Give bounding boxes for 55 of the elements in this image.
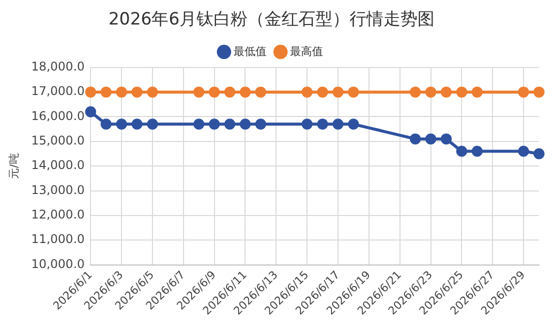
point xyxy=(534,148,544,160)
y-tick-label: 17,000.0 xyxy=(31,84,85,98)
point xyxy=(193,86,204,98)
point xyxy=(348,118,359,130)
point xyxy=(425,86,436,98)
point xyxy=(456,146,468,157)
point xyxy=(317,118,328,130)
point xyxy=(472,146,483,157)
point xyxy=(208,118,220,130)
point xyxy=(332,118,344,130)
chart-title: 2026年6月钛白粉（金红石型）行情走势图 xyxy=(108,10,435,30)
point xyxy=(116,118,128,130)
point xyxy=(132,86,143,98)
point xyxy=(193,118,204,130)
point xyxy=(348,86,359,98)
point xyxy=(85,106,96,118)
point xyxy=(224,118,236,130)
point xyxy=(240,118,251,130)
point xyxy=(302,118,313,130)
point xyxy=(100,118,112,130)
point xyxy=(518,86,530,98)
point xyxy=(332,86,344,98)
legend-label: 最高值 xyxy=(290,44,323,58)
y-tick-label: 12,000.0 xyxy=(31,208,85,222)
point xyxy=(146,118,158,130)
point xyxy=(534,86,544,98)
point xyxy=(302,86,313,98)
point xyxy=(85,86,96,98)
y-axis-title: 元/吨 xyxy=(7,153,20,179)
point xyxy=(146,86,158,98)
point xyxy=(240,86,251,98)
point xyxy=(224,86,236,98)
point xyxy=(317,86,328,98)
point xyxy=(116,86,128,98)
point xyxy=(440,86,452,98)
y-tick-label: 13,000.0 xyxy=(31,182,85,197)
y-tick-label: 14,000.0 xyxy=(31,158,85,172)
y-tick-label: 18,000.0 xyxy=(31,60,85,74)
point xyxy=(472,86,483,98)
point xyxy=(100,86,112,98)
y-tick-label: 15,000.0 xyxy=(31,134,85,148)
point xyxy=(410,133,421,144)
point xyxy=(456,86,468,98)
point xyxy=(132,118,143,130)
point xyxy=(440,133,452,144)
point xyxy=(425,133,436,144)
y-tick-label: 10,000.0 xyxy=(31,256,85,271)
point xyxy=(518,146,530,157)
y-tick-label: 11,000.0 xyxy=(31,232,85,246)
point xyxy=(208,86,220,98)
legend-label: 最低值 xyxy=(234,44,266,58)
point xyxy=(255,86,266,98)
y-tick-label: 16,000.0 xyxy=(31,108,85,123)
point xyxy=(255,118,266,130)
point xyxy=(410,86,421,98)
